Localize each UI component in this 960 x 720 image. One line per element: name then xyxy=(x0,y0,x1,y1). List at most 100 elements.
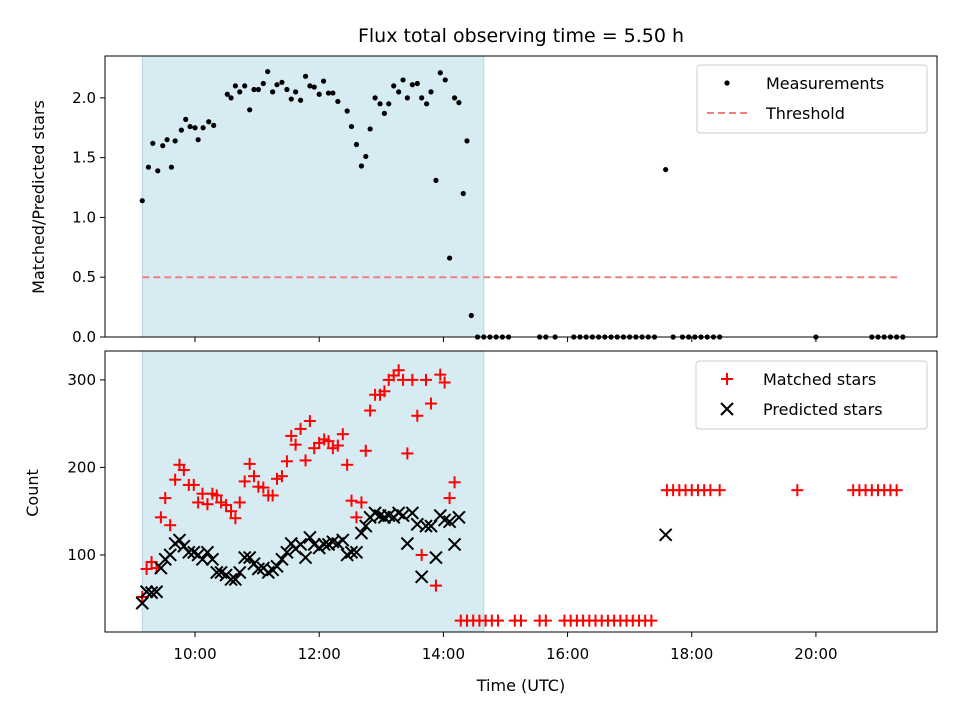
measurement-point xyxy=(409,82,415,88)
matched-star-point xyxy=(355,496,368,509)
matched-star-point xyxy=(266,489,279,502)
measurement-point xyxy=(451,95,458,101)
measurement-point xyxy=(424,101,430,107)
matched-star-point xyxy=(192,496,205,509)
x-tick-label: 16:00 xyxy=(546,645,589,663)
measurement-point xyxy=(414,80,420,87)
measurement-point xyxy=(325,90,332,96)
measurement-point xyxy=(391,83,397,89)
measurement-point xyxy=(260,80,266,87)
matched-star-point xyxy=(187,478,200,491)
predicted-star-point xyxy=(298,550,313,565)
measurement-point xyxy=(297,97,304,103)
measurement-point xyxy=(437,70,443,76)
measurement-point xyxy=(237,89,243,95)
matched-star-point xyxy=(401,447,414,460)
x-tick-label: 18:00 xyxy=(670,645,713,663)
measurement-point xyxy=(224,91,230,97)
x-tick-label: 10:00 xyxy=(173,645,216,663)
measurement-point xyxy=(211,122,217,128)
measurement-point xyxy=(396,89,402,95)
x-tick-label: 20:00 xyxy=(794,645,837,663)
matched-star-point xyxy=(280,455,293,468)
matched-star-point xyxy=(443,492,456,505)
measurement-point xyxy=(183,116,189,122)
measurement-point xyxy=(160,143,166,149)
measurement-point xyxy=(363,153,369,160)
predicted-star-point xyxy=(658,528,673,542)
measurement-point xyxy=(330,90,336,96)
measurement-point xyxy=(178,127,184,133)
measurement-point xyxy=(293,89,299,95)
measurement-point xyxy=(242,83,248,89)
matched-star-point xyxy=(350,511,363,524)
measurement-point xyxy=(446,255,453,261)
predicted-star-point xyxy=(293,537,308,552)
predicted-star-point xyxy=(280,545,294,560)
measurement-point xyxy=(344,108,350,114)
matched-star-point xyxy=(434,368,447,381)
y-tick-label: 1.0 xyxy=(72,208,96,226)
measurement-point xyxy=(150,140,156,146)
predicted-star-point xyxy=(237,550,252,565)
matched-star-point xyxy=(169,473,182,486)
matched-star-point xyxy=(448,476,461,489)
count-y-axis-label: Count xyxy=(23,469,42,517)
predicted-star-point xyxy=(242,550,257,565)
y-tick-label: 300 xyxy=(67,371,96,389)
measurement-point xyxy=(377,101,383,107)
predicted-star-point xyxy=(144,585,159,600)
predicted-star-point xyxy=(163,548,177,562)
measurement-point xyxy=(232,83,238,89)
matched-star-point xyxy=(429,579,442,592)
predicted-star-point xyxy=(205,552,220,567)
predicted-star-point xyxy=(275,552,289,567)
predicted-star-point xyxy=(419,519,433,533)
predicted-star-point xyxy=(344,545,359,560)
measurement-point xyxy=(187,123,193,130)
matched-star-point xyxy=(225,505,238,518)
matched-star-point xyxy=(243,457,256,470)
measurement-point xyxy=(270,89,276,95)
measurement-point xyxy=(663,166,669,173)
x-tick-label: 14:00 xyxy=(422,645,465,663)
legend-matched-label: Matched stars xyxy=(763,370,876,389)
measurement-point xyxy=(442,77,448,83)
measurement-point xyxy=(288,96,294,102)
matched-star-point xyxy=(331,439,344,452)
matched-star-point xyxy=(299,454,312,467)
predicted-star-point xyxy=(224,572,238,587)
count-legend-box xyxy=(695,360,928,430)
measurement-point xyxy=(155,168,161,174)
predicted-star-point xyxy=(336,533,350,547)
matched-star-point xyxy=(257,481,270,494)
measurement-point xyxy=(228,95,234,101)
y-tick-label: 1.5 xyxy=(72,149,96,167)
legend-predicted-marker xyxy=(720,402,734,416)
matched-star-point xyxy=(424,397,437,410)
predicted-star-point xyxy=(354,526,369,540)
y-tick-label: 2.0 xyxy=(72,89,96,107)
measurement-point xyxy=(255,86,261,93)
matched-star-point xyxy=(210,489,223,502)
matched-star-point xyxy=(238,475,251,488)
measurement-point xyxy=(168,164,175,170)
matched-star-point xyxy=(341,458,354,471)
predicted-star-point xyxy=(400,536,415,551)
x-axis: 10:00 12:00 14:00 16:00 18:00 20:00 xyxy=(173,645,837,663)
ratio-legend: Measurements Threshold xyxy=(696,64,928,134)
matched-star-point xyxy=(791,484,804,497)
legend-predicted-label: Predicted stars xyxy=(763,400,883,419)
matched-star-point xyxy=(420,373,433,386)
measurement-point xyxy=(279,79,285,85)
measurement-point xyxy=(247,107,253,113)
measurement-point xyxy=(139,198,145,204)
matched-star-point xyxy=(890,484,903,497)
x-tick-label: 12:00 xyxy=(298,645,341,663)
measurement-point xyxy=(433,177,439,183)
matched-star-point xyxy=(415,548,428,561)
measurement-point xyxy=(335,98,341,105)
matched-star-point xyxy=(229,512,242,525)
predicted-star-point xyxy=(139,585,154,599)
x-axis-label: Time (UTC) xyxy=(476,676,565,695)
